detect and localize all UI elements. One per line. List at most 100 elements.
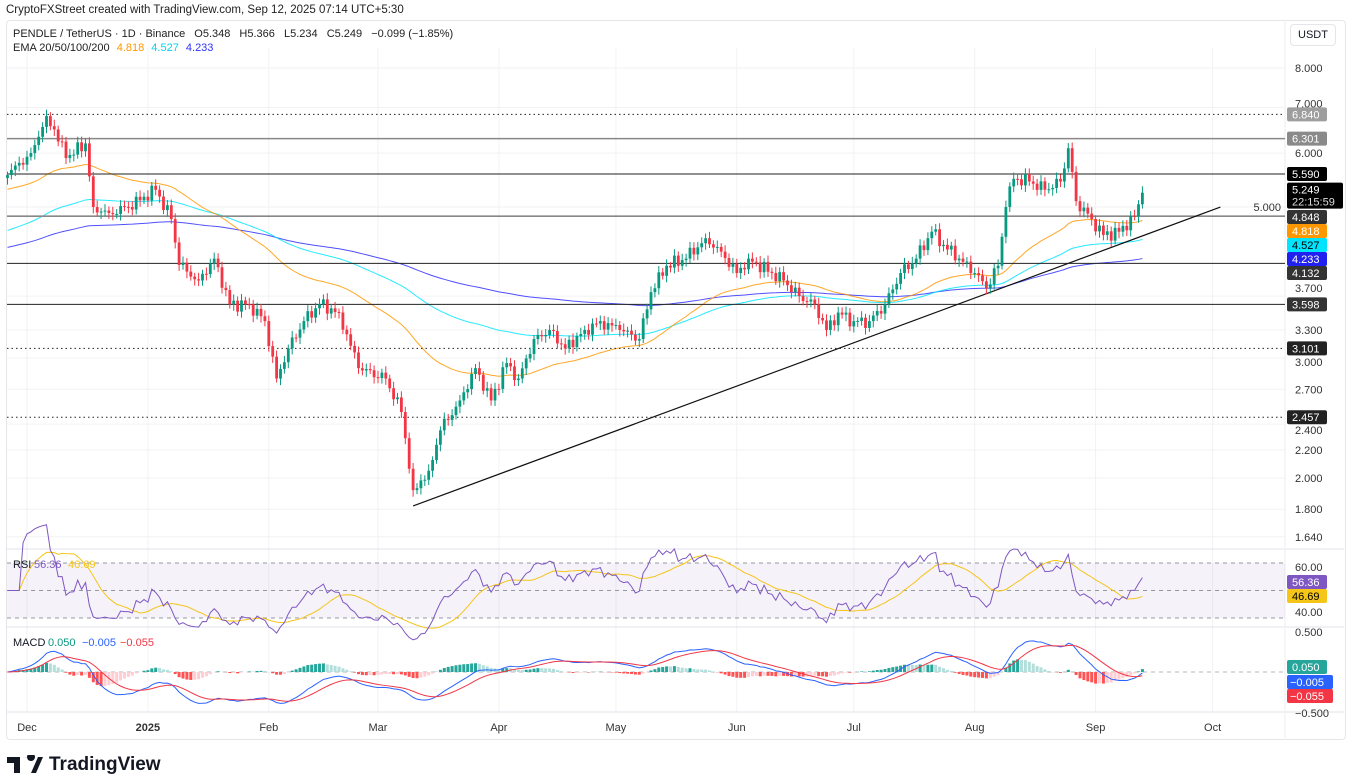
candle — [1082, 201, 1086, 218]
candle-body — [423, 479, 427, 481]
macd-histogram-bar — [825, 672, 828, 677]
candle — [688, 241, 692, 263]
candle — [591, 318, 594, 342]
candle-body — [864, 317, 867, 328]
candle-body — [926, 238, 930, 251]
chart-credit: CryptoFXStreet created with TradingView.… — [6, 4, 404, 16]
candle — [142, 192, 146, 204]
rsi-label: RSI — [13, 559, 31, 571]
candle — [189, 265, 193, 281]
candle — [626, 326, 629, 338]
macd-histogram-bar — [310, 664, 314, 672]
macd-histogram-bar — [314, 664, 318, 672]
macd-histogram-bar — [618, 672, 622, 674]
candle-body — [189, 271, 193, 277]
candle-body — [88, 143, 91, 177]
candle — [60, 135, 64, 148]
candle-body — [216, 258, 220, 268]
candle-body — [247, 304, 251, 306]
candle — [513, 360, 516, 387]
candle — [306, 305, 310, 328]
macd-histogram-bar — [392, 672, 396, 675]
candle-body — [969, 261, 973, 274]
candle-body — [637, 339, 641, 341]
candle-body — [193, 276, 197, 280]
candle-body — [478, 368, 481, 375]
candle — [735, 258, 739, 278]
candle-body — [505, 363, 509, 368]
candle — [154, 179, 158, 196]
candle-body — [454, 406, 458, 416]
candle-body — [1109, 231, 1113, 241]
candle — [427, 464, 431, 486]
candle-body — [400, 397, 403, 413]
candle-body — [212, 258, 216, 264]
ema-legend[interactable]: EMA 20/50/100/200 4.818 4.527 4.233 — [13, 42, 217, 54]
candle-body — [95, 207, 99, 213]
candle — [782, 266, 785, 286]
candle-body — [357, 352, 360, 369]
candle — [290, 331, 294, 355]
candle-body — [60, 141, 64, 143]
candle-body — [325, 299, 329, 314]
candle — [684, 253, 688, 267]
macd-histogram-bar — [454, 665, 458, 672]
level-price-tag: 6.840 — [1292, 109, 1320, 121]
macd-histogram-bar — [353, 672, 357, 673]
candle — [778, 267, 782, 288]
candle — [669, 262, 672, 273]
currency-button[interactable]: USDT — [1290, 24, 1336, 46]
last-price-tag-bg — [1287, 182, 1343, 209]
tradingview-logo-icon — [7, 755, 43, 773]
candle-body — [1098, 225, 1101, 232]
candle — [595, 317, 598, 328]
candle — [158, 185, 161, 203]
candle-body — [181, 262, 185, 266]
candle-body — [782, 272, 785, 281]
macd-histogram-bar — [559, 671, 563, 672]
candle — [88, 137, 91, 182]
candle — [1090, 207, 1094, 226]
candle-body — [821, 317, 824, 321]
candle — [552, 324, 555, 338]
candle-body — [946, 244, 949, 250]
candle — [583, 325, 587, 340]
candle-body — [1016, 178, 1019, 180]
candle — [992, 263, 996, 290]
candle — [848, 308, 852, 332]
time-axis-label: Jun — [728, 722, 746, 734]
macd-histogram-bar — [957, 672, 961, 674]
candle-body — [396, 397, 399, 400]
candle — [1070, 142, 1074, 179]
candle — [868, 314, 871, 332]
candle — [423, 475, 427, 486]
time-axis-label: May — [606, 722, 627, 734]
signal-line — [7, 644, 1143, 702]
candle — [283, 355, 286, 374]
tradingview-logo[interactable]: TradingView — [7, 754, 161, 776]
macd-histogram-bar — [302, 666, 306, 672]
level-price-tag-bg — [1287, 210, 1327, 224]
candle-body — [267, 321, 271, 347]
symbol-title[interactable]: PENDLE / TetherUS · 1D · Binance — [13, 28, 186, 40]
candle — [419, 474, 423, 495]
macd-histogram-bar — [95, 672, 99, 685]
macd-histogram-bar — [76, 672, 80, 676]
candle — [579, 327, 583, 343]
candle-body — [13, 165, 17, 170]
macd-histogram-bar — [793, 672, 797, 677]
rsi-axis-label: 40.00 — [1295, 607, 1323, 619]
candle-body — [349, 334, 353, 346]
candle-body — [680, 260, 684, 266]
macd-histogram-bar — [770, 672, 774, 676]
candle — [981, 269, 984, 286]
macd-histogram-bar — [411, 672, 415, 679]
candle — [1059, 174, 1062, 188]
candle — [766, 255, 770, 278]
candle-body — [244, 300, 247, 305]
macd-histogram-bar — [197, 672, 201, 680]
candle — [37, 130, 41, 151]
candle — [1039, 175, 1043, 195]
macd-histogram-bar — [1078, 672, 1082, 679]
